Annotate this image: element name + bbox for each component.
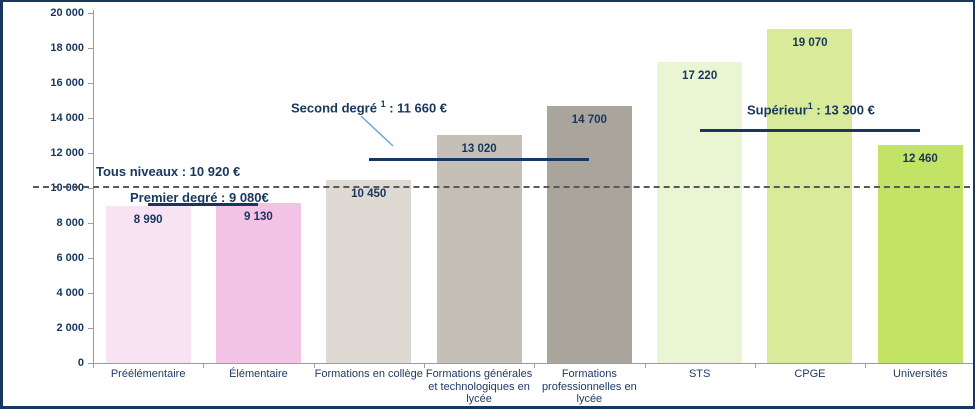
y-tickmark — [88, 328, 93, 329]
y-tick-label: 18 000 — [50, 42, 84, 54]
y-tick-label: 12 000 — [50, 147, 84, 159]
avg-line-tous-niveaux-dashed — [33, 186, 970, 188]
callout-leader-line — [360, 115, 394, 147]
y-tickmark — [88, 118, 93, 119]
y-tick-label: 4 000 — [56, 287, 84, 299]
bar-value-label: 13 020 — [461, 143, 497, 156]
y-tick-label: 0 — [77, 357, 84, 369]
avg-line-superieur — [699, 129, 921, 133]
bar — [436, 135, 522, 363]
bar-value-label: 10 450 — [351, 188, 387, 201]
x-tickmark — [754, 363, 756, 368]
category-label: Préélémentaire — [110, 368, 186, 380]
y-tickmark — [88, 153, 93, 154]
y-tickmark — [88, 293, 93, 294]
annotation-second-degre: Second degré 1 : 11 660 € — [291, 99, 448, 116]
annotation-premier-degre-text: Premier degré : 9 080€ — [130, 190, 269, 205]
bar — [767, 29, 853, 363]
bar-value-label: 8 990 — [133, 213, 163, 226]
bar — [215, 203, 301, 363]
avg-line-premier-degre — [148, 203, 259, 207]
bar-value-label: 12 460 — [902, 152, 938, 165]
annotation-tous-niveaux-text: Tous niveaux : 10 920 € — [96, 164, 241, 179]
bar — [877, 144, 963, 363]
y-tickmark — [88, 258, 93, 259]
x-tickmark — [534, 363, 536, 368]
annotation-tous-niveaux: Tous niveaux : 10 920 € — [96, 164, 240, 179]
category-label: Formations professionnelles en lycée — [541, 368, 637, 405]
y-tick-label: 14 000 — [50, 112, 84, 124]
bar-value-label: 9 130 — [244, 211, 273, 224]
category-label: Élémentaire — [229, 368, 288, 380]
avg-line-second-degre — [368, 157, 590, 161]
bar-value-label: 17 220 — [682, 69, 718, 82]
y-tick-label: 8 000 — [56, 217, 84, 229]
y-tick-label: 16 000 — [50, 77, 84, 89]
y-tick-label: 10 000 — [50, 182, 84, 194]
y-tickmark — [88, 223, 93, 224]
y-tick-label: 6 000 — [56, 252, 84, 264]
bar — [546, 105, 632, 363]
plot-area: Tous niveaux : 10 920 € Premier degré : … — [3, 2, 973, 406]
bar — [657, 61, 743, 363]
x-tickmark — [313, 363, 315, 368]
x-axis-line — [93, 363, 973, 364]
bar-value-label: 19 070 — [792, 37, 828, 50]
y-tickmark — [88, 13, 93, 14]
y-tickmark — [88, 363, 93, 364]
y-tick-label: 2 000 — [56, 322, 84, 334]
bar — [326, 180, 412, 363]
category-label: Formations générales et technologiques e… — [425, 368, 533, 405]
x-tickmark — [865, 363, 867, 368]
x-tickmark — [644, 363, 646, 368]
category-label: STS — [688, 368, 711, 380]
category-label: CPGE — [794, 368, 826, 380]
y-tickmark — [88, 48, 93, 49]
x-tickmark — [423, 363, 425, 368]
annotation-superieur: Supérieur1 : 13 300 € — [747, 101, 875, 118]
y-tick-label: 20 000 — [50, 7, 84, 19]
category-label: Universités — [893, 368, 948, 380]
bar-value-label: 14 700 — [571, 113, 607, 126]
y-tickmark — [88, 188, 93, 189]
category-label: Formations en collège — [314, 368, 423, 380]
bar — [105, 205, 191, 363]
y-tickmark — [88, 83, 93, 84]
x-tickmark — [203, 363, 205, 368]
annotation-premier-degre: Premier degré : 9 080€ — [130, 190, 269, 205]
x-tickmark — [93, 363, 94, 368]
